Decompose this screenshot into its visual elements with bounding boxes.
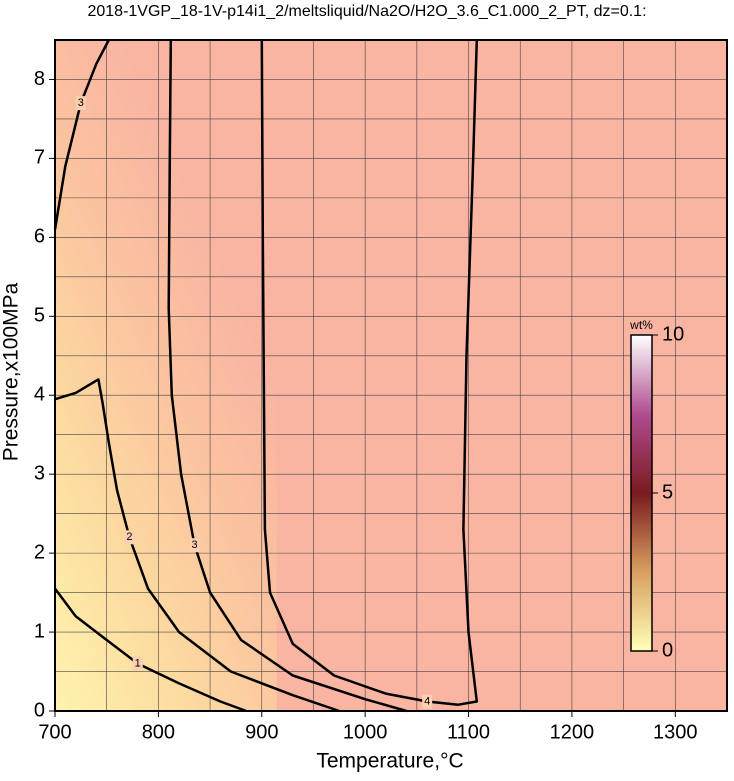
contour-label: 3 <box>192 539 198 551</box>
y-tick-label: 0 <box>34 699 45 721</box>
x-tick-label: 1100 <box>447 721 490 743</box>
x-tick-label: 1200 <box>550 721 595 743</box>
contour-line <box>54 378 340 713</box>
colorbar-tick-label: 0 <box>662 639 673 661</box>
contour-label-bg <box>75 96 86 111</box>
x-tick-label: 1000 <box>343 721 388 743</box>
contour-label: 3 <box>78 97 84 109</box>
colorbar: wt% 0 5 10 <box>629 318 684 661</box>
x-tick-label: 800 <box>142 721 175 743</box>
colorbar-label: wt% <box>629 318 653 332</box>
y-axis-label: Pressure,x100MPa <box>0 282 23 461</box>
x-axis-label: Temperature,°C <box>316 750 463 773</box>
contour-label-bg <box>422 694 433 709</box>
y-tick-label: 7 <box>34 147 45 169</box>
plot-shading <box>55 40 277 711</box>
colorbar-tick-label: 5 <box>662 481 673 503</box>
plot-frame <box>54 39 728 712</box>
contour-label: 1 <box>135 658 141 670</box>
contour-label: 4 <box>424 695 430 707</box>
y-tick-label: 5 <box>34 305 45 327</box>
contour-label-bg <box>132 656 143 671</box>
colorbar-tick-label: 10 <box>662 323 684 345</box>
x-tick-label: 700 <box>38 721 71 743</box>
y-tick-label: 4 <box>34 384 45 406</box>
y-tick-label: 8 <box>34 68 45 90</box>
y-tick-label: 3 <box>34 462 45 484</box>
contour-label-bg <box>189 538 200 553</box>
colorbar-scale <box>630 334 653 652</box>
x-tick-label: 900 <box>245 721 278 743</box>
y-tick-label: 2 <box>34 541 45 563</box>
y-tick-label: 6 <box>34 226 45 248</box>
contour-label: 2 <box>126 531 132 543</box>
y-tick-label: 1 <box>34 620 45 642</box>
contour-label-bg <box>124 530 135 545</box>
x-tick-label: 1300 <box>653 721 698 743</box>
plot-area: 1 2 3 3 4 700 800 900 1000 1100 1200 1300 0 1 2 3 4 5 6 7 8 <box>34 39 728 743</box>
chart-title: 2018-1VGP_18-1V-p14i1_2/meltsliquid/Na2O… <box>87 3 646 20</box>
